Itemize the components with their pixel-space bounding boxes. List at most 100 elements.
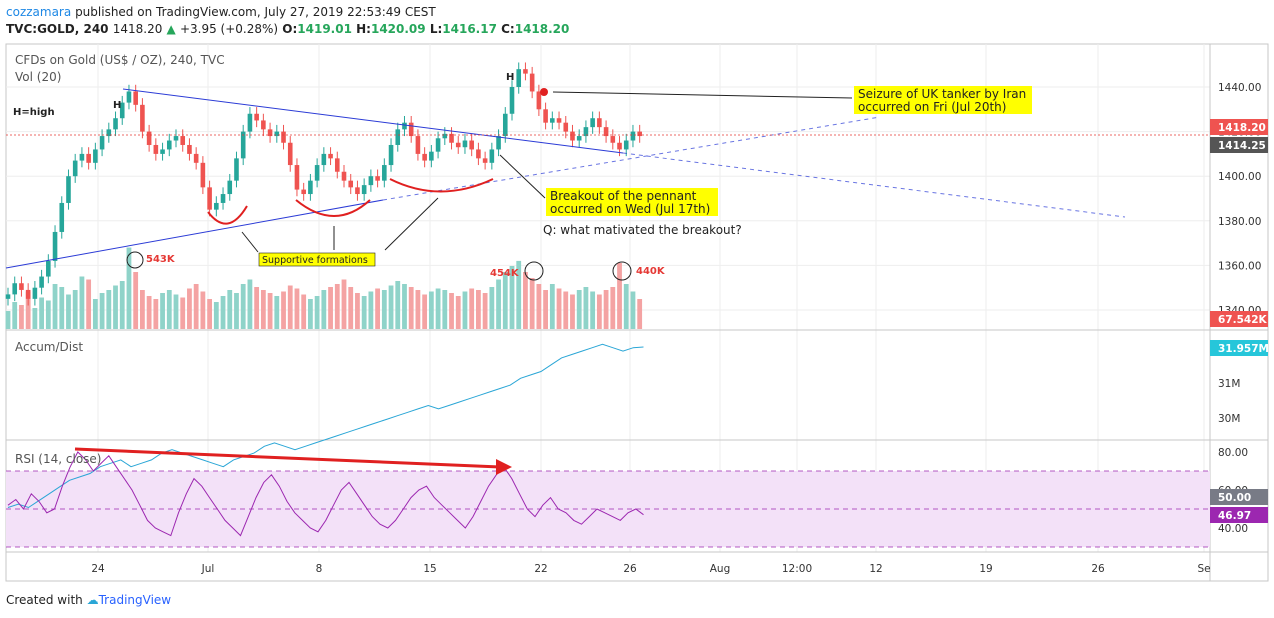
candle-body	[32, 287, 38, 299]
volume-bar	[489, 287, 495, 329]
candle-body	[395, 129, 401, 145]
open-label: O:	[282, 22, 298, 36]
time-tick-label: 24	[91, 563, 105, 575]
last-price: 1418.20	[112, 22, 163, 36]
breakout-text-1: Breakout of the pennant	[550, 189, 697, 203]
volume-bar	[462, 291, 468, 329]
volume-bar	[348, 287, 354, 329]
time-tick-label: 19	[979, 563, 992, 575]
candle-body	[361, 185, 367, 195]
candle-body	[536, 91, 542, 110]
volume-bar	[119, 281, 125, 329]
candle-body	[140, 104, 145, 132]
candle-body	[187, 144, 192, 154]
tradingview-link[interactable]: TradingView	[98, 593, 172, 607]
candle-body	[449, 133, 454, 143]
volume-bar	[79, 276, 85, 329]
high-marker-1: H	[113, 100, 121, 111]
candle-body	[334, 158, 340, 172]
candle-body	[355, 187, 360, 195]
candle-body	[254, 113, 259, 121]
volume-bar	[260, 290, 266, 329]
time-tick-label: Se	[1197, 563, 1210, 575]
lower-trendline	[5, 199, 384, 269]
price-tick-label: 1380.00	[1218, 216, 1261, 228]
up-arrow-icon: ▲	[166, 22, 176, 36]
volume-bar	[630, 291, 636, 329]
volume-bar	[395, 281, 401, 329]
candle-body	[348, 180, 354, 188]
volume-bar	[301, 294, 307, 329]
seizure-pointer	[552, 91, 853, 99]
candle-body	[563, 122, 569, 132]
candle-body	[388, 144, 394, 166]
time-axis[interactable]: 24 Jul 8 15 22 26 Aug 12:00 12 19 26 Se	[91, 563, 1210, 575]
candle-body	[234, 158, 239, 181]
candle-body	[502, 113, 508, 137]
candle-body	[570, 131, 575, 141]
candle-body	[166, 140, 172, 150]
volume-bar	[388, 285, 394, 329]
volume-bar	[428, 291, 434, 329]
author-link[interactable]: cozzamara	[6, 5, 72, 19]
candle-body	[529, 73, 535, 92]
volume-bar	[140, 290, 145, 329]
volume-bar	[66, 294, 71, 329]
candle-body	[482, 158, 488, 163]
volume-bar	[281, 291, 286, 329]
rsi-line	[7, 451, 644, 537]
volume-bar	[19, 305, 24, 329]
volume-bar	[106, 290, 112, 329]
candle-body	[207, 187, 212, 210]
level-badge: 1414.25	[1218, 140, 1266, 152]
candle-body	[408, 122, 414, 137]
candle-body	[126, 91, 132, 103]
volume-bar	[180, 297, 186, 329]
publish-info: cozzamara published on TradingView.com, …	[6, 5, 436, 19]
candle-body	[610, 136, 616, 143]
time-tick-label: 12	[869, 563, 882, 575]
volume-bar	[563, 291, 569, 329]
candle-body	[469, 140, 474, 150]
volume-bar	[5, 311, 11, 329]
candle-body	[247, 113, 253, 132]
volume-bar	[603, 290, 609, 329]
candle-body	[543, 109, 548, 123]
candle-body	[281, 131, 286, 143]
candle-body	[597, 118, 602, 128]
rsi50-badge-bg	[1210, 489, 1268, 505]
candle-body	[99, 136, 105, 150]
volume-bar	[549, 284, 555, 329]
volume-bar	[543, 290, 548, 329]
volume-bar	[314, 296, 320, 329]
volume-bar	[247, 279, 253, 329]
time-tick-label: 22	[534, 563, 547, 575]
candle-body	[516, 69, 522, 87]
candle-body	[415, 136, 421, 154]
volume-bar	[576, 290, 582, 329]
rsi-tick-label: 80.00	[1218, 447, 1248, 459]
candle-body	[153, 144, 159, 154]
volume-bar	[415, 290, 421, 329]
volume-bar	[482, 293, 488, 329]
candle-body	[630, 131, 636, 141]
volume-bar	[617, 263, 622, 329]
volume-bar	[227, 290, 233, 329]
volume-bar	[308, 299, 313, 329]
callouts: Seizure of UK tanker by Iran occurred on…	[258, 86, 1032, 267]
candles[interactable]	[5, 62, 642, 306]
volume-bars	[5, 247, 643, 329]
volume-bar	[32, 308, 38, 329]
seizure-text-1: Seizure of UK tanker by Iran	[858, 87, 1026, 101]
breakout-pointer	[499, 154, 546, 199]
low-value: 1416.17	[442, 22, 497, 36]
candle-body	[617, 142, 622, 150]
volume-bar	[449, 293, 454, 329]
volume-bar	[321, 290, 327, 329]
volume-bar	[355, 293, 360, 329]
volume-bar	[267, 293, 273, 329]
candle-body	[590, 118, 595, 128]
volume-bar	[187, 288, 192, 329]
pointer-arrow-3	[384, 197, 439, 251]
